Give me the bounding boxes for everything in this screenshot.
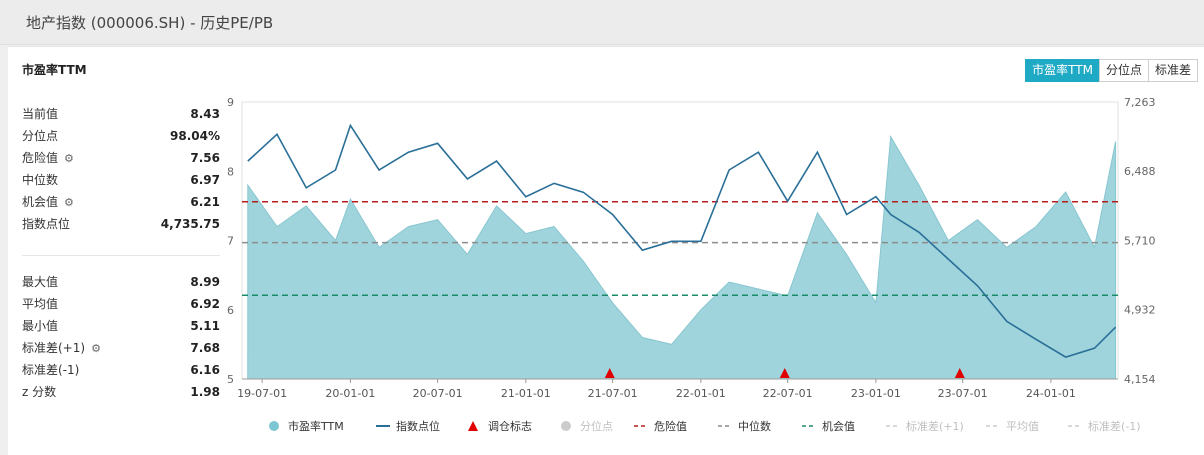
rebalance-marker <box>604 368 615 378</box>
stat-label: 最小值 <box>22 319 59 333</box>
stat-max: 最大值 8.99 <box>22 271 220 293</box>
x-tick-label: 24-01-01 <box>1026 387 1076 400</box>
stat-value: 98.04% <box>170 129 220 143</box>
stat-value: 7.56 <box>190 151 220 165</box>
gear-icon[interactable]: ⚙ <box>91 341 101 355</box>
stat-value: 1.98 <box>190 385 220 399</box>
x-tick-label: 23-07-01 <box>938 387 988 400</box>
x-tick-label: 23-01-01 <box>851 387 901 400</box>
chart-panel: 市盈率TTM 市盈率TTM 分位点 标准差 当前值 8.43 分位点 98.04… <box>8 46 1204 455</box>
pe-tick-label: 5 <box>227 373 234 386</box>
stat-label: 中位数 <box>22 173 59 187</box>
legend-label: 平均值 <box>1006 420 1039 433</box>
x-tick-label: 21-07-01 <box>588 387 638 400</box>
stat-value: 7.68 <box>190 341 220 355</box>
index-level-line <box>247 123 1117 358</box>
legend-label: 标准差(-1) <box>1088 419 1141 433</box>
stat-label: 指数点位 <box>22 217 71 231</box>
legend-label: 分位点 <box>580 419 613 433</box>
pe-tick-label: 6 <box>227 304 234 317</box>
stat-opportunity: 机会值 ⚙ 6.21 <box>22 191 220 213</box>
stat-percentile: 分位点 98.04% <box>22 125 220 147</box>
rebalance-marker <box>954 368 965 378</box>
stat-label: 标准差(+1) <box>22 341 86 355</box>
metric-toggle-group: 市盈率TTM 分位点 标准差 <box>1025 59 1198 82</box>
stats-bottom: 最大值 8.99 平均值 6.92 最小值 5.11 标准差(+1) ⚙ 7.68… <box>22 271 220 403</box>
pe-tick-label: 8 <box>227 165 234 178</box>
x-tick-label: 20-01-01 <box>325 387 375 400</box>
gear-icon[interactable]: ⚙ <box>64 151 74 165</box>
panel-title: 市盈率TTM <box>22 63 87 77</box>
legend-label: 调仓标志 <box>488 419 532 433</box>
stat-min: 最小值 5.11 <box>22 315 220 337</box>
stat-danger: 危险值 ⚙ 7.56 <box>22 147 220 169</box>
legend-symbol-circle <box>269 421 279 431</box>
pe-tick-label: 7 <box>227 235 234 248</box>
stats-divider <box>22 255 220 256</box>
percentile-button[interactable]: 分位点 <box>1098 59 1149 82</box>
index-tick-label: 4,932 <box>1124 304 1156 317</box>
stat-label: 当前值 <box>22 107 59 121</box>
legend-label: 标准差(+1) <box>906 419 964 433</box>
legend-label: 中位数 <box>738 419 771 433</box>
index-tick-label: 4,154 <box>1124 373 1156 386</box>
stat-median: 中位数 6.97 <box>22 169 220 191</box>
rebalance-marker <box>779 368 790 378</box>
header-bar: 地产指数 (000006.SH) - 历史PE/PB <box>0 0 1204 45</box>
legend-label: 市盈率TTM <box>288 419 344 433</box>
stat-value: 6.16 <box>190 363 220 377</box>
stat-value: 6.97 <box>190 173 220 187</box>
std-dev-button[interactable]: 标准差 <box>1147 59 1198 82</box>
x-tick-label: 19-07-01 <box>237 387 287 400</box>
stat-value: 6.92 <box>190 297 220 311</box>
stat-value: 6.21 <box>190 195 220 209</box>
pe-ttm-button[interactable]: 市盈率TTM <box>1025 59 1100 82</box>
x-tick-label: 21-01-01 <box>501 387 551 400</box>
legend-symbol-circle <box>561 421 571 431</box>
stat-value: 5.11 <box>190 319 220 333</box>
legend-label: 机会值 <box>822 419 855 433</box>
gear-icon[interactable]: ⚙ <box>64 195 74 209</box>
x-tick-label: 20-07-01 <box>413 387 463 400</box>
stat-mean: 平均值 6.92 <box>22 293 220 315</box>
stat-std-minus: 标准差(-1) 6.16 <box>22 359 220 381</box>
page-title: 地产指数 (000006.SH) - 历史PE/PB <box>26 14 274 32</box>
stats-top: 当前值 8.43 分位点 98.04% 危险值 ⚙ 7.56 中位数 6.97 机… <box>22 103 220 235</box>
stat-index-level: 指数点位 4,735.75 <box>22 213 220 235</box>
stat-z-score: z 分数 1.98 <box>22 381 220 403</box>
stat-label: 标准差(-1) <box>22 363 80 377</box>
x-tick-label: 22-01-01 <box>676 387 726 400</box>
stat-label: 平均值 <box>22 297 59 311</box>
stat-label: 最大值 <box>22 275 59 289</box>
stat-label: z 分数 <box>22 385 57 399</box>
stat-value: 8.43 <box>190 107 220 121</box>
x-tick-label: 22-07-01 <box>763 387 813 400</box>
index-tick-label: 7,263 <box>1124 96 1156 109</box>
stat-value: 8.99 <box>190 275 220 289</box>
stat-label: 分位点 <box>22 129 59 143</box>
pe-tick-label: 9 <box>227 96 234 109</box>
pe-chart: 5 6 7 8 9 4,154 4,932 5,710 6,488 7,263 19-07-01 20… <box>227 96 1156 433</box>
legend-label: 指数点位 <box>396 419 440 433</box>
legend-symbol-triangle <box>468 421 478 431</box>
legend-label: 危险值 <box>654 419 687 433</box>
stat-current: 当前值 8.43 <box>22 103 220 125</box>
stat-label: 危险值 <box>22 151 59 165</box>
stat-label: 机会值 <box>22 195 59 209</box>
stat-value: 4,735.75 <box>160 217 220 231</box>
stat-std-plus: 标准差(+1) ⚙ 7.68 <box>22 337 220 359</box>
index-tick-label: 5,710 <box>1124 234 1156 247</box>
index-tick-label: 6,488 <box>1124 165 1156 178</box>
pe-ttm-area <box>247 134 1117 380</box>
